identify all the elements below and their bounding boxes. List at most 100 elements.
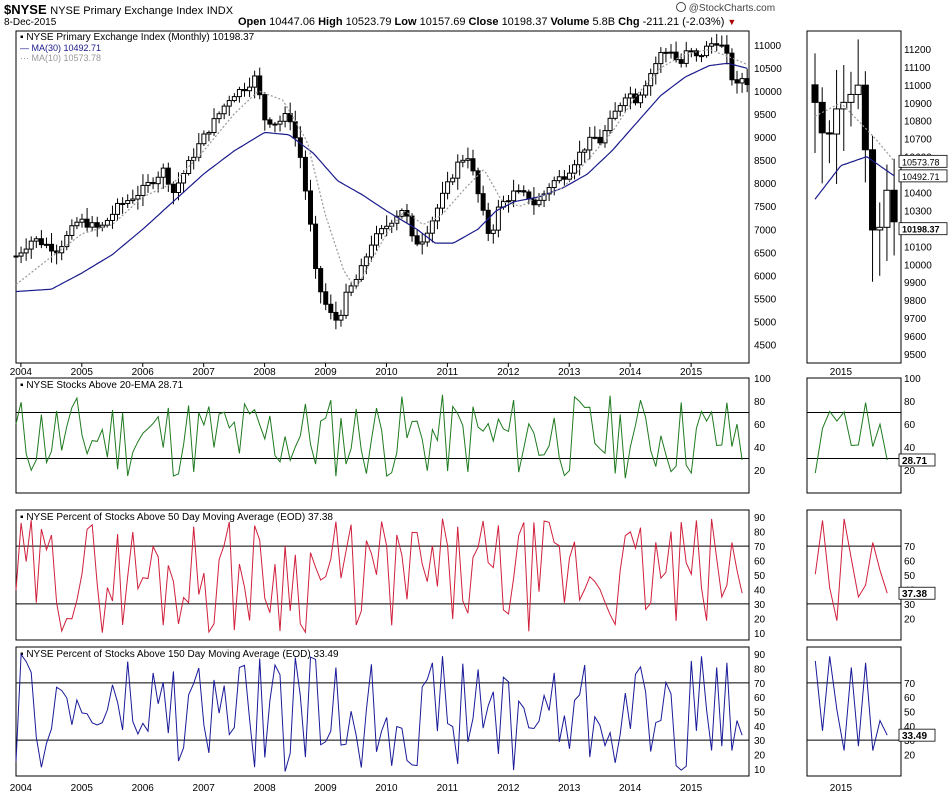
candle-body: [561, 176, 567, 180]
ma10-line: [15, 48, 748, 290]
x-year-label-top: 2011: [437, 367, 459, 378]
x-year-label-bottom: 2011: [437, 783, 459, 794]
zoom-candle-body: [883, 189, 891, 228]
candle-body: [236, 88, 242, 98]
indicator-line-2: [15, 518, 743, 634]
x-year-label-top: 2007: [193, 367, 216, 378]
candle-body: [338, 314, 344, 321]
zoom-ma10-line: [814, 102, 895, 162]
candle-body: [506, 200, 512, 203]
ind-y-tick-3: 60: [754, 693, 766, 704]
ind-y-tick-2: 20: [754, 614, 766, 625]
price-y-tick: 9500: [754, 110, 777, 121]
candle-body: [440, 192, 446, 209]
candle-body: [434, 207, 440, 222]
price-y-tick: 6000: [754, 271, 777, 282]
candle-body: [343, 291, 349, 316]
ohlc-value-chg: -211.21 (-2.03%): [642, 16, 728, 28]
legend-ma10: ··· MA(10) 10573.78: [20, 53, 101, 63]
candle-body: [201, 133, 207, 145]
x-year-label-top: 2010: [375, 367, 398, 378]
candle-body: [363, 256, 369, 267]
x-year-label-bottom: 2009: [314, 783, 337, 794]
watermark: @StockCharts.com: [676, 2, 775, 14]
x-year-label-top: 2009: [314, 367, 337, 378]
candle-body: [526, 191, 532, 200]
zoom-candle-body: [876, 226, 884, 231]
candle-body: [536, 199, 542, 206]
x-year-label-bottom: 2005: [71, 783, 94, 794]
zoom-indicator-line-1: [814, 402, 888, 474]
candle-body: [480, 193, 486, 211]
candle-body: [277, 120, 283, 125]
panel-frame-1: [15, 377, 750, 494]
candle-body: [181, 172, 187, 184]
ind-y-tick-1: 40: [754, 443, 766, 454]
candle-body: [384, 225, 390, 230]
price-y-tick: 10000: [754, 87, 782, 98]
x-year-label-bottom: 2006: [132, 783, 155, 794]
candle-body: [541, 193, 547, 201]
candle-body: [333, 311, 339, 321]
candle-body: [693, 50, 699, 57]
candle-body: [719, 44, 725, 47]
candle-body: [216, 113, 222, 120]
zoom-x-label-top: 2015: [830, 367, 853, 378]
zoom-price-y-tick: 9800: [904, 296, 927, 307]
candle-body: [49, 243, 55, 252]
candle-body: [551, 180, 557, 189]
zoom-price-y-tick: 9500: [904, 350, 927, 361]
candle-body: [348, 285, 354, 293]
candle-body: [74, 221, 80, 227]
x-year-label-bottom: 2008: [253, 783, 276, 794]
candle-body: [89, 222, 95, 228]
candle-body: [582, 149, 588, 153]
price-y-tick: 5000: [754, 318, 777, 329]
ind-y-tick-3: 80: [754, 665, 766, 676]
candle-body: [374, 233, 380, 246]
zoom-indicator-line-2: [814, 518, 888, 621]
candle-body: [155, 176, 161, 185]
candle-body: [683, 50, 689, 64]
zoom-ind-y-tick-3: 50: [904, 708, 916, 719]
candle-body: [450, 177, 456, 183]
candle-body: [231, 96, 237, 102]
candle-body: [658, 52, 664, 65]
candle-body: [698, 55, 704, 58]
ohlc-label-high: High: [318, 16, 346, 28]
candle-body: [739, 78, 745, 84]
candle-body: [445, 181, 451, 194]
price-y-tick: 10500: [754, 64, 782, 75]
candle-body: [28, 240, 34, 250]
ind-y-tick-3: 50: [754, 708, 766, 719]
x-year-label-top: 2005: [71, 367, 94, 378]
chart-date: 8-Dec-2015: [4, 17, 57, 28]
candle-body: [511, 190, 517, 202]
price-y-tick: 4500: [754, 341, 777, 352]
candle-body: [592, 136, 598, 139]
zoom-frame-2: [806, 509, 902, 641]
candle-body: [318, 268, 324, 293]
panel-frame-3: [15, 646, 750, 777]
zoom-frame-0: [806, 30, 902, 364]
ohlc-value-low: 10157.69: [419, 16, 469, 28]
candle-body: [475, 170, 481, 195]
zoom-frame-1: [806, 377, 902, 494]
zoom-candle-body: [825, 132, 833, 135]
ohlc-value-close: 10198.37: [501, 16, 551, 28]
ind-y-tick-2: 40: [754, 585, 766, 596]
candle-body: [394, 215, 400, 224]
candle-body: [663, 51, 669, 54]
candle-body: [99, 224, 105, 228]
candle-body: [460, 159, 466, 163]
candle-body: [140, 184, 146, 196]
price-y-tick: 8000: [754, 179, 777, 190]
price-panel-title: ▪ NYSE Primary Exchange Index (Monthly) …: [20, 32, 255, 43]
x-year-label-bottom: 2013: [558, 783, 581, 794]
candle-body: [211, 118, 217, 134]
candle-body: [206, 132, 212, 135]
symbol-title: $NYSE NYSE Primary Exchange Index INDX: [4, 2, 233, 17]
ohlc-label-open: Open: [238, 16, 270, 28]
candle-body: [307, 190, 313, 225]
